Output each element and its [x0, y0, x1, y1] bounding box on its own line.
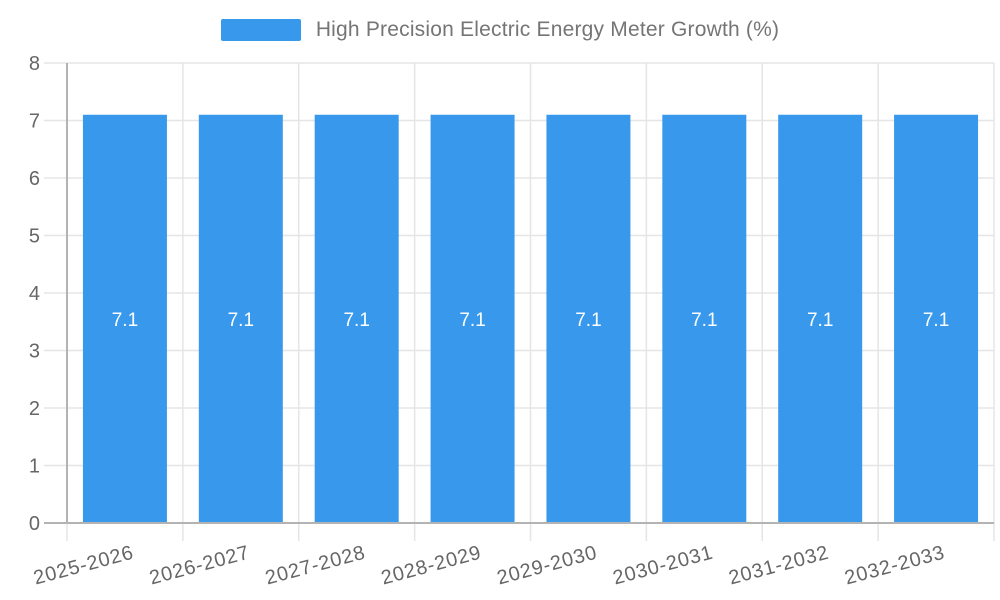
- x-axis-tick-label: 2028-2029: [379, 542, 484, 590]
- bar-value-label: 7.1: [228, 310, 254, 331]
- bar-value-label: 7.1: [807, 310, 833, 331]
- x-axis-tick-label: 2029-2030: [495, 542, 600, 590]
- x-axis-tick-label: 2032-2033: [842, 542, 947, 590]
- bar-value-label: 7.1: [112, 310, 138, 331]
- y-axis-tick-label: 0: [29, 513, 40, 535]
- x-axis-tick-label: 2030-2031: [611, 542, 716, 590]
- y-axis-tick-label: 4: [29, 283, 40, 305]
- bar-value-label: 7.1: [691, 310, 717, 331]
- bar[interactable]: [314, 114, 399, 523]
- y-axis-tick-label: 6: [29, 168, 40, 190]
- legend-label: High Precision Electric Energy Meter Gro…: [315, 18, 780, 41]
- x-axis-tick-label: 2026-2027: [147, 542, 252, 590]
- y-axis-tick-label: 3: [29, 341, 40, 363]
- bar-value-label: 7.1: [343, 310, 369, 331]
- y-axis-tick-label: 1: [29, 456, 40, 478]
- bar[interactable]: [778, 114, 863, 523]
- bar-value-label: 7.1: [575, 310, 601, 331]
- bar[interactable]: [894, 114, 979, 523]
- bar-value-label: 7.1: [459, 310, 485, 331]
- bar[interactable]: [82, 114, 167, 523]
- x-axis-tick-label: 2027-2028: [263, 542, 368, 590]
- y-axis-tick-label: 7: [29, 111, 40, 133]
- bar[interactable]: [546, 114, 631, 523]
- x-axis-tick-label: 2025-2026: [31, 542, 136, 590]
- bar[interactable]: [662, 114, 747, 523]
- y-axis-tick-label: 8: [29, 53, 40, 75]
- bar[interactable]: [198, 114, 283, 523]
- x-axis-tick-label: 2031-2032: [726, 542, 831, 590]
- legend-swatch-icon: [220, 19, 301, 41]
- y-axis-tick-label: 2: [29, 398, 40, 420]
- bar-value-label: 7.1: [923, 310, 949, 331]
- y-axis-tick-label: 5: [29, 226, 40, 248]
- bar[interactable]: [430, 114, 515, 523]
- chart-legend[interactable]: High Precision Electric Energy Meter Gro…: [0, 18, 1000, 42]
